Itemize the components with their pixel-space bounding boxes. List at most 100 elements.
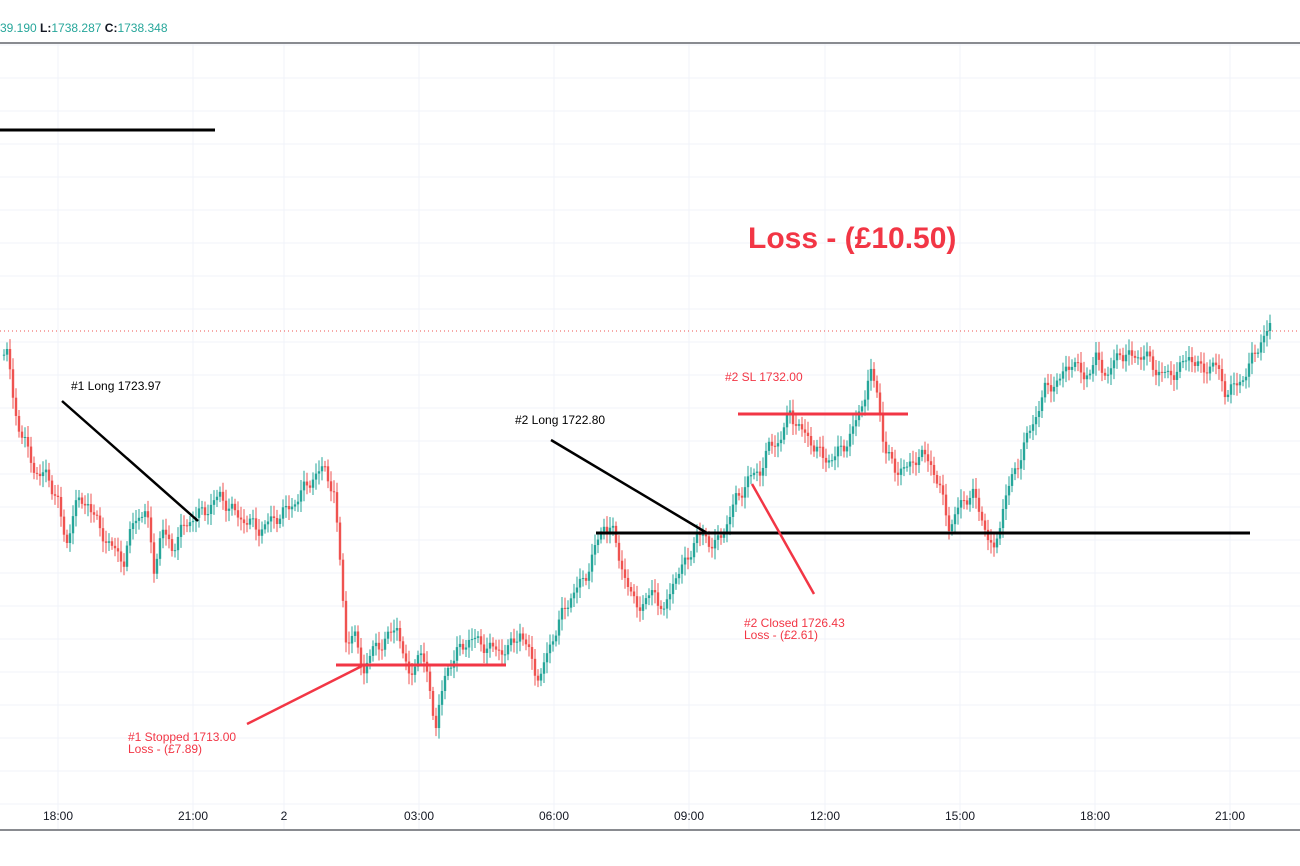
candle-body [1100,359,1104,373]
candle-body [587,571,591,581]
candle-body [821,446,825,458]
candle-body [170,539,174,551]
candle-body [1241,380,1245,382]
candle-body [425,661,429,672]
trade2-stop-label: #2 SL 1732.00 [725,370,803,384]
candle-body [968,497,972,505]
candle-body [1190,357,1194,363]
candle-body [332,491,336,493]
ohlc-readout: 39.190 L:1738.287 C:1738.348 [0,21,168,35]
candle-body [395,628,399,631]
candle-body [158,538,162,559]
candle-body [1136,357,1140,359]
candle-body [467,639,471,648]
candle-body [875,380,879,393]
candle-body [845,446,849,452]
candle-body [197,508,201,518]
candle-body [635,596,639,608]
candle-body [1040,397,1044,412]
candle-body [65,534,69,543]
candle-body [644,598,648,605]
close-value: 1738.348 [117,21,168,35]
candle-body [479,636,483,645]
candle-body [947,515,951,532]
candle-body [359,647,363,666]
candle-body [542,662,546,674]
candle-body [443,675,447,691]
candle-body [173,550,177,552]
candle-body [851,426,855,434]
candle-body [659,605,663,609]
candle-body [335,492,339,523]
trade1-pl-label: Loss - (£7.89) [128,742,202,756]
candle-body [1091,365,1095,374]
candle-body [908,461,912,467]
candle-body [110,541,114,546]
candle-body [779,439,783,444]
candle-body [782,427,786,440]
candle-body [1001,508,1005,529]
candle-body [1055,380,1059,387]
candle-body [392,630,396,633]
candle-body [1244,376,1248,381]
candle-body [497,649,501,651]
candle-body [266,521,270,525]
candle-body [1238,381,1242,386]
candle-body [1076,362,1080,364]
candle-body [629,586,633,592]
candle-body [755,471,759,473]
candle-body [617,542,621,561]
candle-body [257,529,261,536]
candle-body [746,476,750,488]
candle-body [485,648,489,653]
candle-body [662,608,666,610]
candle-body [770,441,774,446]
candle-body [251,518,255,520]
candle-body [611,525,615,528]
candle-body [275,518,279,524]
candle-body [764,450,768,468]
candle-body [290,506,294,510]
candle-body [1046,382,1050,386]
candle-body [293,504,297,507]
candle-body [1214,362,1218,366]
candle-body [728,516,732,525]
candle-body [1202,363,1206,373]
candle-body [1013,468,1017,475]
candle-body [350,635,354,644]
candle-body [1097,352,1101,360]
candle-body [683,557,687,565]
candle-body [971,488,975,498]
candle-body [863,399,867,407]
candle-body [767,441,771,451]
candle-body [1019,460,1023,469]
candle-body [1106,374,1110,376]
candle-body [419,653,423,656]
candle-body [98,515,102,529]
candle-body [296,501,300,505]
candle-body [1154,369,1158,376]
candle-body [401,641,405,654]
candle-body [260,529,264,536]
candle-body [986,529,990,541]
candle-body [905,466,909,468]
candle-body [20,431,24,438]
time-axis: 18:00 21:00 2 03:00 06:00 09:00 12:00 15:00 18:0… [43,809,1245,823]
candle-body [806,432,810,437]
candle-body [398,628,402,642]
candle-body [188,522,192,527]
candle-body [740,495,744,498]
candle-body [872,368,876,381]
candle-body [227,508,231,511]
candle-body [788,410,792,414]
candle-body [53,494,57,496]
candle-body [1256,352,1260,354]
candle-body [26,436,30,447]
candle-body [1160,371,1164,373]
candle-body [521,633,525,640]
candle-body [47,469,51,481]
candle-body [1025,432,1029,443]
candle-body [1094,352,1098,366]
candle-body [656,592,660,606]
